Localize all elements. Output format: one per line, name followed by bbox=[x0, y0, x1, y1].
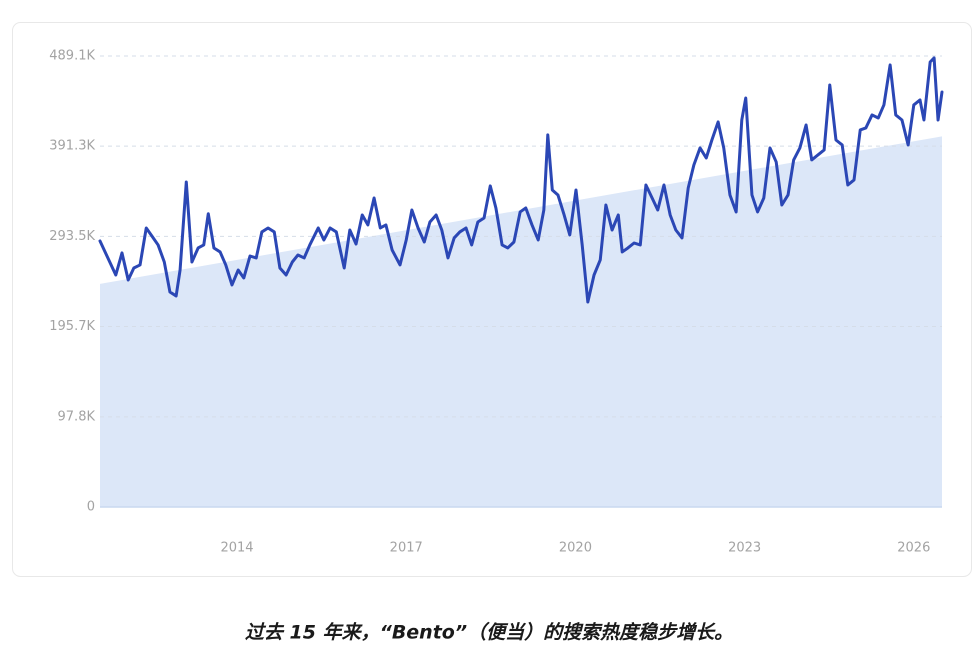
x-tick-label: 2017 bbox=[390, 541, 423, 556]
y-tick-label: 97.8K bbox=[58, 409, 96, 424]
y-tick-label: 293.5K bbox=[49, 229, 95, 244]
x-tick-label: 2026 bbox=[897, 541, 930, 556]
x-tick-label: 2014 bbox=[220, 541, 253, 556]
x-tick-label: 2020 bbox=[559, 541, 592, 556]
y-tick-label: 195.7K bbox=[49, 319, 95, 334]
trend-area bbox=[100, 136, 942, 507]
y-tick-label: 0 bbox=[87, 500, 95, 515]
line bbox=[98, 56, 944, 304]
x-tick-label: 2023 bbox=[728, 541, 761, 556]
y-tick-label: 489.1K bbox=[49, 49, 95, 64]
y-tick-label: 391.3K bbox=[49, 139, 95, 154]
caption: 过去 15 年来，“Bento”（便当）的搜索热度稳步增长。 bbox=[245, 622, 733, 644]
plot: 0 97.8K 195.7K 293.5K 391.3K 489.1K 2014 2017 20… bbox=[49, 49, 944, 556]
